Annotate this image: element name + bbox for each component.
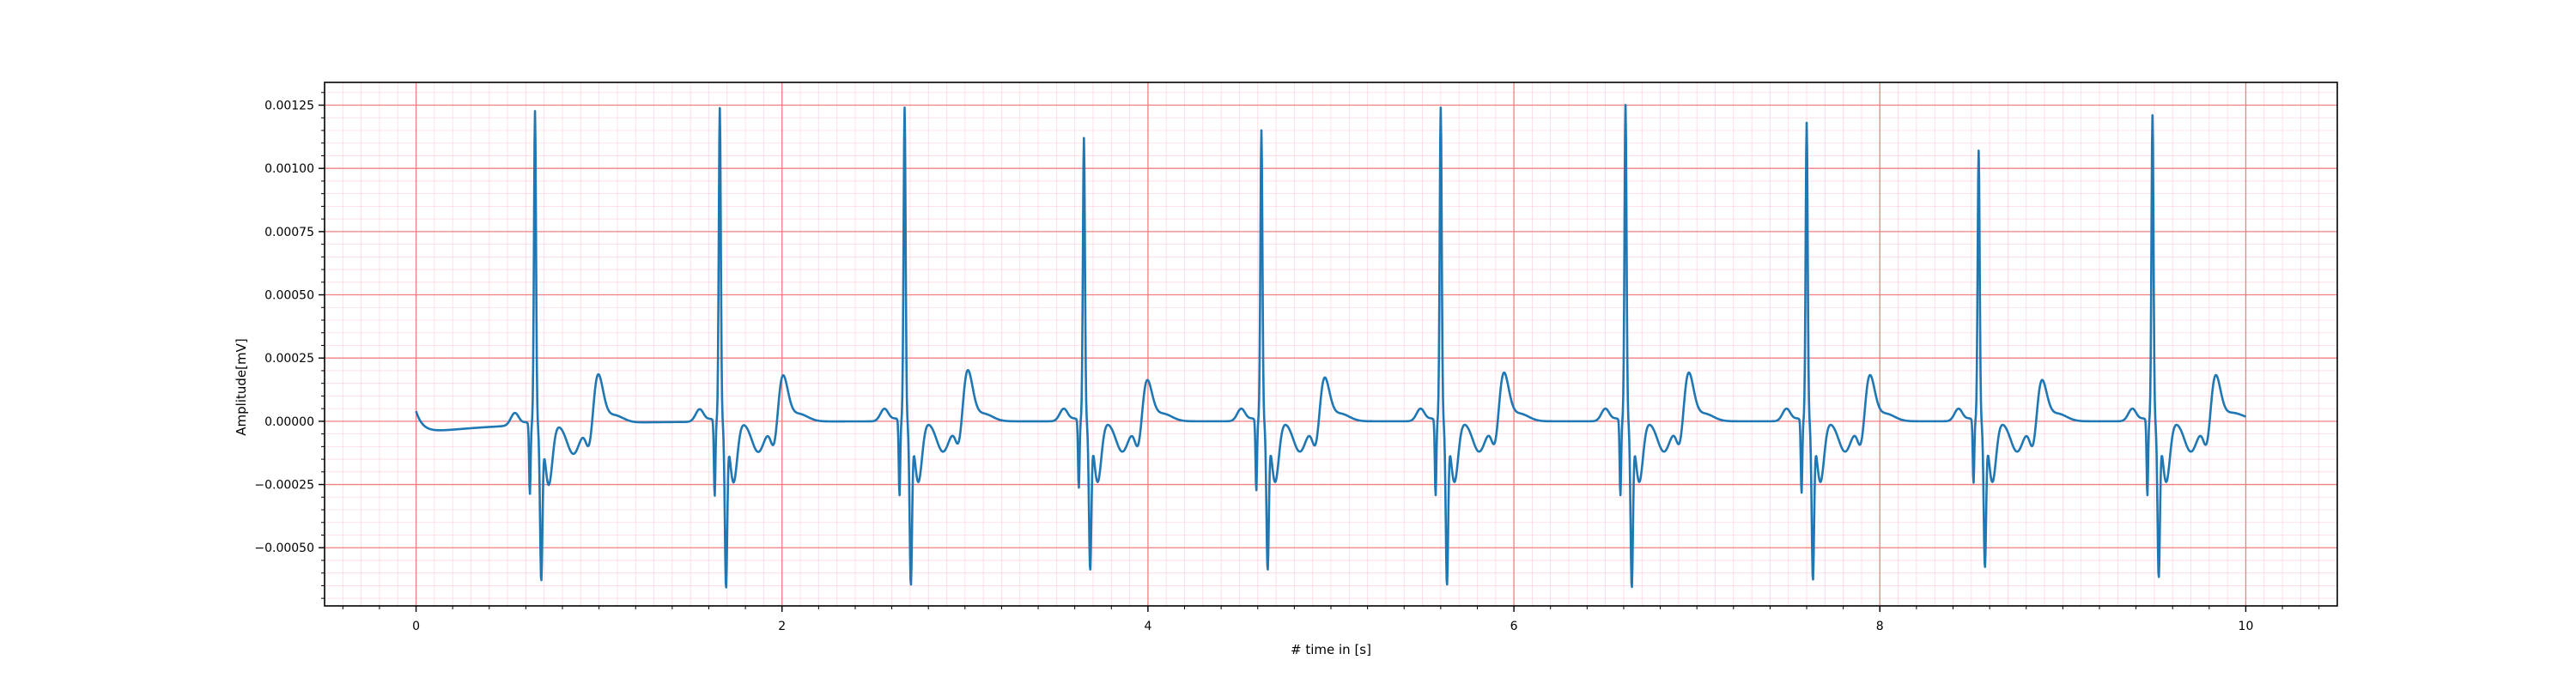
x-tick-label: 10	[2239, 620, 2254, 633]
x-tick-label: 6	[1510, 620, 1518, 633]
y-axis-ticks: 0.00125 0.00100 0.00075 0.00050 0.00025 0.000…	[254, 92, 325, 599]
y-axis-label: Amplitude[mV]	[234, 338, 249, 435]
y-tick-label: −0.00050	[254, 542, 314, 555]
series-line	[415, 104, 2247, 589]
x-axis-label: # time in [s]	[1291, 642, 1371, 657]
x-tick-label: 2	[778, 620, 786, 633]
y-tick-label: 0.00050	[264, 289, 314, 303]
y-tick-label: 0.00075	[264, 226, 314, 239]
major-grid	[325, 82, 2337, 606]
y-tick-label: −0.00025	[254, 479, 314, 493]
y-tick-label: 0.00125	[264, 100, 314, 113]
y-tick-label: 0.00025	[264, 352, 314, 366]
y-tick-label: 0.00100	[264, 162, 314, 176]
x-tick-label: 0	[412, 620, 420, 633]
x-tick-label: 4	[1144, 620, 1151, 633]
y-tick-label: 0.00000	[264, 415, 314, 429]
x-tick-label: 8	[1876, 620, 1884, 633]
x-axis-ticks: 0 2 4 6 8 10	[342, 606, 2320, 633]
